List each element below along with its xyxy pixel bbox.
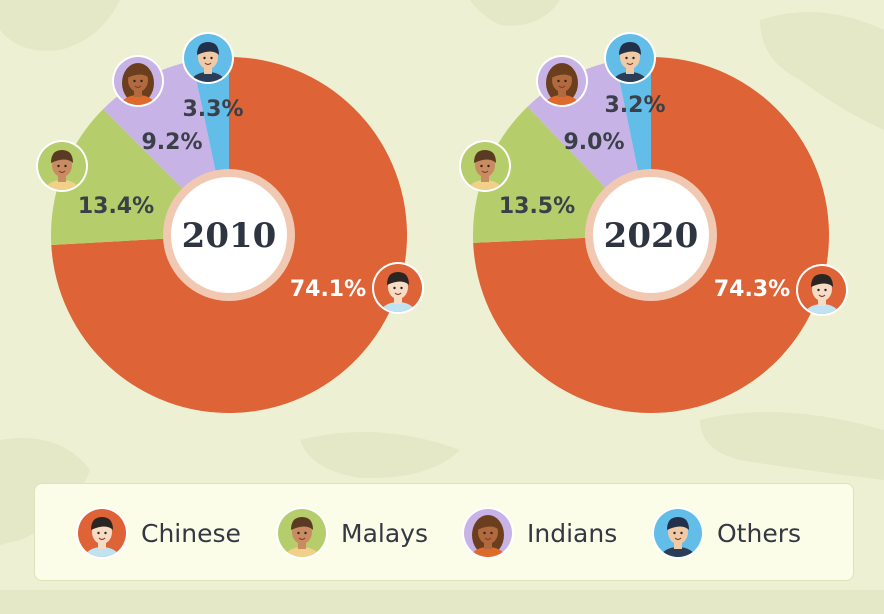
data-label-chinese: 74.1% [290, 277, 366, 302]
center-year-label: 2020 [604, 216, 699, 256]
legend-label-chinese: Chinese [141, 518, 241, 548]
data-label-indians: 9.2% [141, 130, 202, 155]
chinese-avatar-icon [372, 262, 424, 314]
legend-item-chinese: Chinese [75, 484, 241, 582]
data-label-others: 3.2% [604, 93, 665, 118]
center-year-label: 2010 [182, 216, 277, 256]
other-person-icon [652, 507, 704, 559]
malays-avatar-icon [459, 140, 511, 192]
indian-person-icon [462, 507, 514, 559]
indians-legend-avatar [462, 507, 514, 559]
data-label-malays: 13.4% [78, 194, 154, 219]
others-legend-avatar [652, 507, 704, 559]
pie-chart-2020: 2020 74.3% 13.5% 9.0% 3.2% [459, 32, 848, 413]
data-label-chinese: 74.3% [714, 277, 790, 302]
legend-item-indians: Indians [461, 484, 617, 582]
legend-item-others: Others [651, 484, 801, 582]
others-avatar-icon [182, 32, 234, 84]
center-disc [171, 177, 287, 293]
legend: Chinese Malays Indians Others [34, 483, 854, 581]
malays-avatar-icon [36, 140, 88, 192]
legend-label-others: Others [717, 518, 802, 548]
pie-chart-2010: 2010 74.1% 13.4% 9.2% 3.3% [36, 32, 424, 413]
center-disc [593, 177, 709, 293]
malay-person-icon [276, 507, 328, 559]
malays-legend-avatar [276, 507, 328, 559]
legend-label-malays: Malays [341, 518, 428, 548]
chinese-person-icon [76, 507, 128, 559]
others-avatar-icon [604, 32, 656, 84]
chinese-legend-avatar [76, 507, 128, 559]
legend-item-malays: Malays [275, 484, 428, 582]
indians-avatar-icon [112, 55, 164, 107]
data-label-indians: 9.0% [563, 130, 624, 155]
legend-label-indians: Indians [527, 518, 618, 548]
chinese-avatar-icon [796, 264, 848, 316]
data-label-others: 3.3% [182, 97, 243, 122]
indians-avatar-icon [536, 55, 588, 107]
data-label-malays: 13.5% [499, 194, 575, 219]
